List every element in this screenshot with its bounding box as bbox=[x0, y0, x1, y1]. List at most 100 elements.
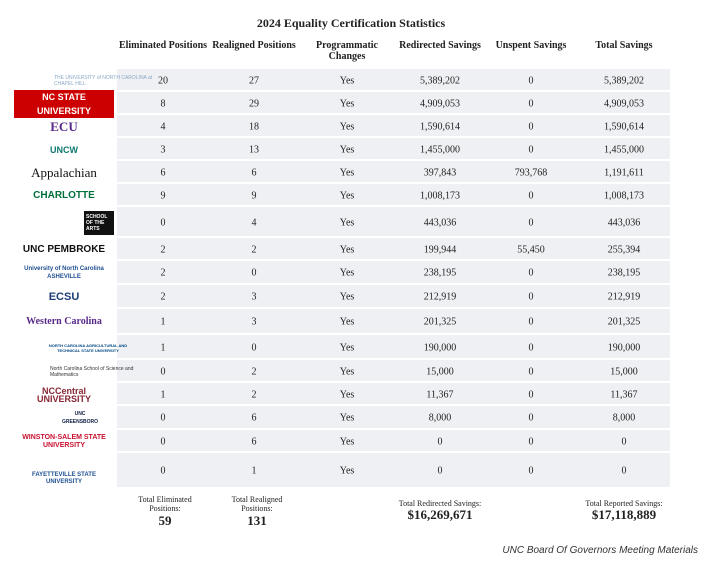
university-logo: Western Carolina bbox=[26, 316, 102, 327]
table-cell: Yes bbox=[339, 465, 355, 477]
column-header: Programmatic Changes bbox=[315, 40, 378, 62]
table-cell: 1 bbox=[160, 316, 166, 328]
table-cell: 0 bbox=[528, 190, 534, 201]
column-header: Total Savings bbox=[595, 40, 653, 51]
university-logo: CHARLOTTE bbox=[33, 189, 95, 201]
table-cell: 3 bbox=[160, 144, 166, 155]
table-cell: 1 bbox=[160, 342, 166, 353]
table-cell: 4 bbox=[251, 217, 257, 228]
university-logo: UNC PEMBROKE bbox=[22, 243, 106, 255]
table-cell: 5,389,202 bbox=[420, 75, 460, 86]
total-label: Total Eliminated Positions: bbox=[138, 495, 192, 513]
column-header: Realigned Positions bbox=[212, 40, 296, 51]
table-row bbox=[117, 207, 670, 238]
table-cell: 0 bbox=[621, 465, 627, 477]
table-cell: 0 bbox=[528, 267, 534, 279]
table-cell: 1 bbox=[160, 389, 166, 400]
table-cell: 2 bbox=[251, 244, 257, 255]
table-cell: 201,325 bbox=[423, 316, 457, 328]
total-label: Total Reported Savings: bbox=[585, 499, 663, 508]
table-cell: 0 bbox=[437, 465, 443, 477]
title: 2024 Equality Certification Statistics bbox=[256, 16, 446, 30]
university-logo: FAYETTEVILLE STATE UNIVERSITY bbox=[32, 472, 96, 485]
table-cell: 6 bbox=[160, 167, 166, 178]
table-cell: 0 bbox=[528, 121, 534, 132]
table-cell: Yes bbox=[339, 217, 355, 228]
table-cell: 2 bbox=[160, 291, 166, 303]
table-cell: 0 bbox=[160, 465, 166, 477]
university-logo: ECSU bbox=[48, 291, 80, 303]
table-cell: 3 bbox=[251, 316, 257, 328]
table-cell: Yes bbox=[339, 267, 355, 279]
table-row bbox=[117, 406, 670, 430]
table-cell: 6 bbox=[251, 412, 257, 424]
table-cell: 0 bbox=[528, 75, 534, 86]
table-row bbox=[117, 184, 670, 207]
table-cell: Yes bbox=[339, 190, 355, 201]
table-row bbox=[117, 360, 670, 383]
table-cell: Yes bbox=[339, 291, 355, 303]
table-cell: 8 bbox=[160, 98, 166, 109]
university-logo: University of North Carolina ASHEVILLE bbox=[24, 266, 104, 280]
table-cell: 1,191,611 bbox=[604, 167, 644, 178]
total-value: $17,118,889 bbox=[591, 507, 657, 522]
table-row bbox=[117, 161, 670, 184]
table-cell: 0 bbox=[528, 217, 534, 228]
table-row bbox=[117, 138, 670, 161]
table-cell: Yes bbox=[339, 366, 355, 377]
table-cell: 443,036 bbox=[607, 217, 641, 228]
table-cell: Yes bbox=[339, 75, 355, 86]
table-row bbox=[117, 309, 670, 335]
university-logo: WINSTON-SALEM STATE UNIVERSITY bbox=[22, 433, 106, 449]
table-cell: 212,919 bbox=[423, 291, 457, 303]
table-cell: 0 bbox=[528, 412, 534, 424]
table-cell: 27 bbox=[249, 75, 259, 86]
table-cell: 201,325 bbox=[607, 316, 641, 328]
table-row bbox=[117, 115, 670, 138]
table-cell: 190,000 bbox=[423, 342, 457, 353]
table-cell: 1,008,173 bbox=[420, 190, 460, 201]
table-cell: 190,000 bbox=[607, 342, 641, 353]
table-cell: 1,455,000 bbox=[420, 144, 460, 155]
table-cell: 0 bbox=[251, 342, 257, 353]
total-label: Total Realigned Positions: bbox=[231, 495, 283, 513]
table-cell: Yes bbox=[339, 436, 355, 447]
table-cell: 443,036 bbox=[423, 217, 457, 228]
table-cell: 2 bbox=[160, 267, 166, 279]
table-cell: 20 bbox=[158, 75, 168, 86]
table-cell: Yes bbox=[339, 412, 355, 424]
total-value: $16,269,671 bbox=[407, 507, 473, 522]
table-cell: 0 bbox=[160, 436, 166, 447]
table-cell: 0 bbox=[437, 436, 443, 447]
table-cell: 0 bbox=[160, 366, 166, 377]
table-cell: Yes bbox=[339, 121, 355, 132]
university-logo: UNC GREENSBORO bbox=[61, 411, 99, 425]
table-cell: 29 bbox=[249, 98, 259, 109]
table-cell: 15,000 bbox=[610, 366, 638, 377]
table-row bbox=[117, 69, 670, 92]
table-cell: 0 bbox=[160, 217, 166, 228]
source-caption: UNC Board Of Governors Meeting Materials bbox=[502, 545, 698, 556]
column-header: Redirected Savings bbox=[399, 40, 481, 51]
table-row bbox=[117, 453, 670, 489]
table-cell: Yes bbox=[339, 342, 355, 353]
university-logo: NORTH CAROLINA AGRICULTURAL AND TECHNICA… bbox=[48, 342, 128, 353]
university-logo: NCCentral UNIVERSITY bbox=[36, 385, 91, 404]
table-cell: 0 bbox=[528, 366, 534, 377]
table-cell: 212,919 bbox=[607, 291, 641, 303]
table-cell: 1,455,000 bbox=[604, 144, 644, 155]
table-cell: 0 bbox=[528, 436, 534, 447]
table-cell: 0 bbox=[528, 465, 534, 477]
total-value: 59 bbox=[158, 513, 172, 528]
total-label: Total Redirected Savings: bbox=[398, 499, 482, 508]
table-cell: 2 bbox=[251, 389, 257, 400]
university-logo: ECU bbox=[50, 118, 78, 134]
table-row bbox=[117, 383, 670, 406]
table-cell: Yes bbox=[339, 389, 355, 400]
table-row bbox=[117, 335, 670, 360]
table-cell: Yes bbox=[339, 316, 355, 328]
table-cell: 0 bbox=[528, 389, 534, 400]
table-cell: 9 bbox=[251, 190, 257, 201]
table-cell: Yes bbox=[339, 244, 355, 255]
table-cell: 238,195 bbox=[423, 267, 457, 279]
